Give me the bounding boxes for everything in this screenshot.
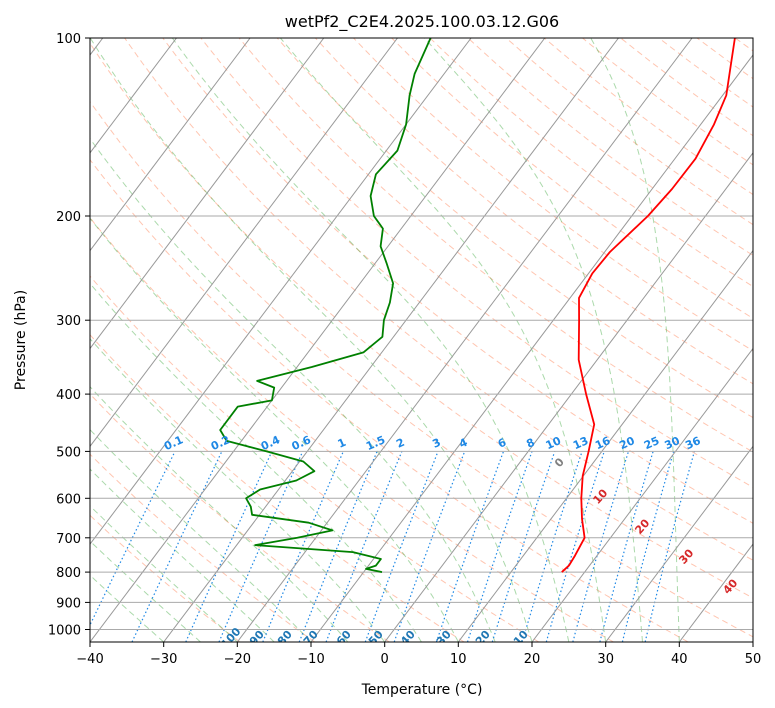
dry-adiabat-line xyxy=(124,38,753,561)
mixing-ratio-line xyxy=(364,451,439,642)
moist-adiabat-line xyxy=(590,38,680,642)
mixing-ratio-line xyxy=(599,451,654,642)
x-tick-label: 30 xyxy=(597,652,614,667)
mixing-ratio-label: 20 xyxy=(617,434,637,452)
mixing-ratio-line xyxy=(298,451,378,642)
mixing-ratio-label: 16 xyxy=(593,434,613,452)
x-axis-label: Temperature (°C) xyxy=(361,682,483,698)
x-tick-label: 10 xyxy=(450,652,467,667)
sounding-profiles xyxy=(219,38,736,573)
isotherm-line xyxy=(310,54,753,642)
moist-adiabat-line xyxy=(90,137,496,642)
x-tick-label: −20 xyxy=(224,652,251,667)
moist-adiabat-line xyxy=(90,217,459,642)
isotherm-line xyxy=(605,445,753,642)
moist-adiabat-line xyxy=(90,428,312,642)
moist-adiabats xyxy=(90,38,680,642)
x-tick-label: 20 xyxy=(524,652,541,667)
mixing-ratio-label: 36 xyxy=(683,434,703,452)
isotherm-line xyxy=(90,38,398,448)
y-tick-label: 800 xyxy=(56,566,81,581)
moist-adiabat-line xyxy=(424,38,643,642)
mixing-ratio-line xyxy=(435,451,505,642)
y-tick-label: 1000 xyxy=(48,624,81,639)
dry-adiabat-line xyxy=(391,38,753,319)
moist-adiabat-line xyxy=(280,38,607,642)
x-tick-label: 50 xyxy=(745,652,762,667)
mixing-ratio-label: 13 xyxy=(571,434,590,452)
plot-area: 0.1 0.2 0.4 0.6 1 1.5 2 3 4 6 8 10 13 16 20 25 30 36-100-… xyxy=(90,38,753,642)
mixing-ratio-line xyxy=(262,451,344,642)
dry-adiabat-line xyxy=(90,275,540,642)
moist-adiabat-line xyxy=(90,574,165,642)
isotherm-line xyxy=(384,152,753,642)
mixing-ratio-line xyxy=(185,451,273,642)
isotherm-line xyxy=(236,38,693,642)
y-tick-label: 700 xyxy=(56,532,81,547)
temperature-profile-line xyxy=(561,38,736,573)
dry-adiabat-line xyxy=(90,393,390,642)
mixing-ratio-line xyxy=(466,451,533,642)
y-tick-label: 600 xyxy=(56,492,81,507)
y-tick-label: 300 xyxy=(56,314,81,329)
moist-adiabat-line xyxy=(90,38,533,642)
isotherm-line xyxy=(90,38,251,252)
isotherm-line xyxy=(457,249,753,642)
mixing-ratio-line xyxy=(621,451,675,642)
mixing-ratio-line xyxy=(491,451,556,642)
dewpoint-profile-line xyxy=(219,38,432,573)
x-tick-label: −40 xyxy=(76,652,103,667)
dry-adiabat-line xyxy=(353,38,753,352)
x-tick-label: −30 xyxy=(150,652,177,667)
isotherm-line xyxy=(90,38,472,545)
y-tick-label: 400 xyxy=(56,388,81,403)
y-tick-label: 100 xyxy=(56,32,81,47)
plot-frame xyxy=(89,37,754,643)
isotherm-line xyxy=(90,38,177,154)
y-tick-label: 500 xyxy=(56,445,81,460)
mixing-ratio-line xyxy=(218,451,304,642)
dry-adiabat-line xyxy=(200,38,753,488)
x-tick-label: 40 xyxy=(671,652,688,667)
mixing-ratio-label: 25 xyxy=(642,434,661,452)
moist-adiabat-line xyxy=(90,468,275,642)
dry-adiabat-line xyxy=(90,334,465,642)
dry-adiabat-line xyxy=(315,38,753,385)
dry-adiabat-line xyxy=(162,38,753,524)
mixing-ratio-line xyxy=(572,451,630,642)
dry-adiabat-line xyxy=(90,158,689,642)
dry-adiabat-line xyxy=(90,216,614,642)
isotherm-line xyxy=(90,38,325,350)
chart-title: wetPf2_C2E4.2025.100.03.12.G06 xyxy=(285,12,559,32)
mixing-ratio-label: 30 xyxy=(663,434,683,452)
moist-adiabat-line xyxy=(90,282,422,642)
moist-adiabat-line xyxy=(171,38,570,642)
x-tick-label: −10 xyxy=(297,652,324,667)
isotherm-line xyxy=(90,38,546,642)
isotherms xyxy=(90,38,753,642)
axes: −40 −30 −20 −10 0 10 20 30 40 50 100 200 300 400 500 60… xyxy=(48,32,761,667)
isotherm-line xyxy=(163,38,619,642)
x-tick-label: 0 xyxy=(381,652,389,667)
mixing-ratio-label: 10 xyxy=(544,434,564,452)
mixing-ratio-line xyxy=(521,451,583,642)
y-axis-label: Pressure (hPa) xyxy=(13,290,29,390)
moist-adiabat-line xyxy=(90,540,201,642)
moist-adiabat-line xyxy=(90,337,386,642)
moist-adiabat-line xyxy=(90,386,349,642)
mixing-ratio-line xyxy=(325,451,403,642)
moist-adiabat-line xyxy=(90,505,238,642)
dry-adiabat-line xyxy=(90,42,753,599)
pressure-gridlines xyxy=(90,38,753,630)
y-tick-label: 900 xyxy=(56,596,81,611)
dry-adiabat-line xyxy=(90,453,315,642)
y-tick-label: 200 xyxy=(56,210,81,225)
isotherm-line xyxy=(531,347,753,642)
